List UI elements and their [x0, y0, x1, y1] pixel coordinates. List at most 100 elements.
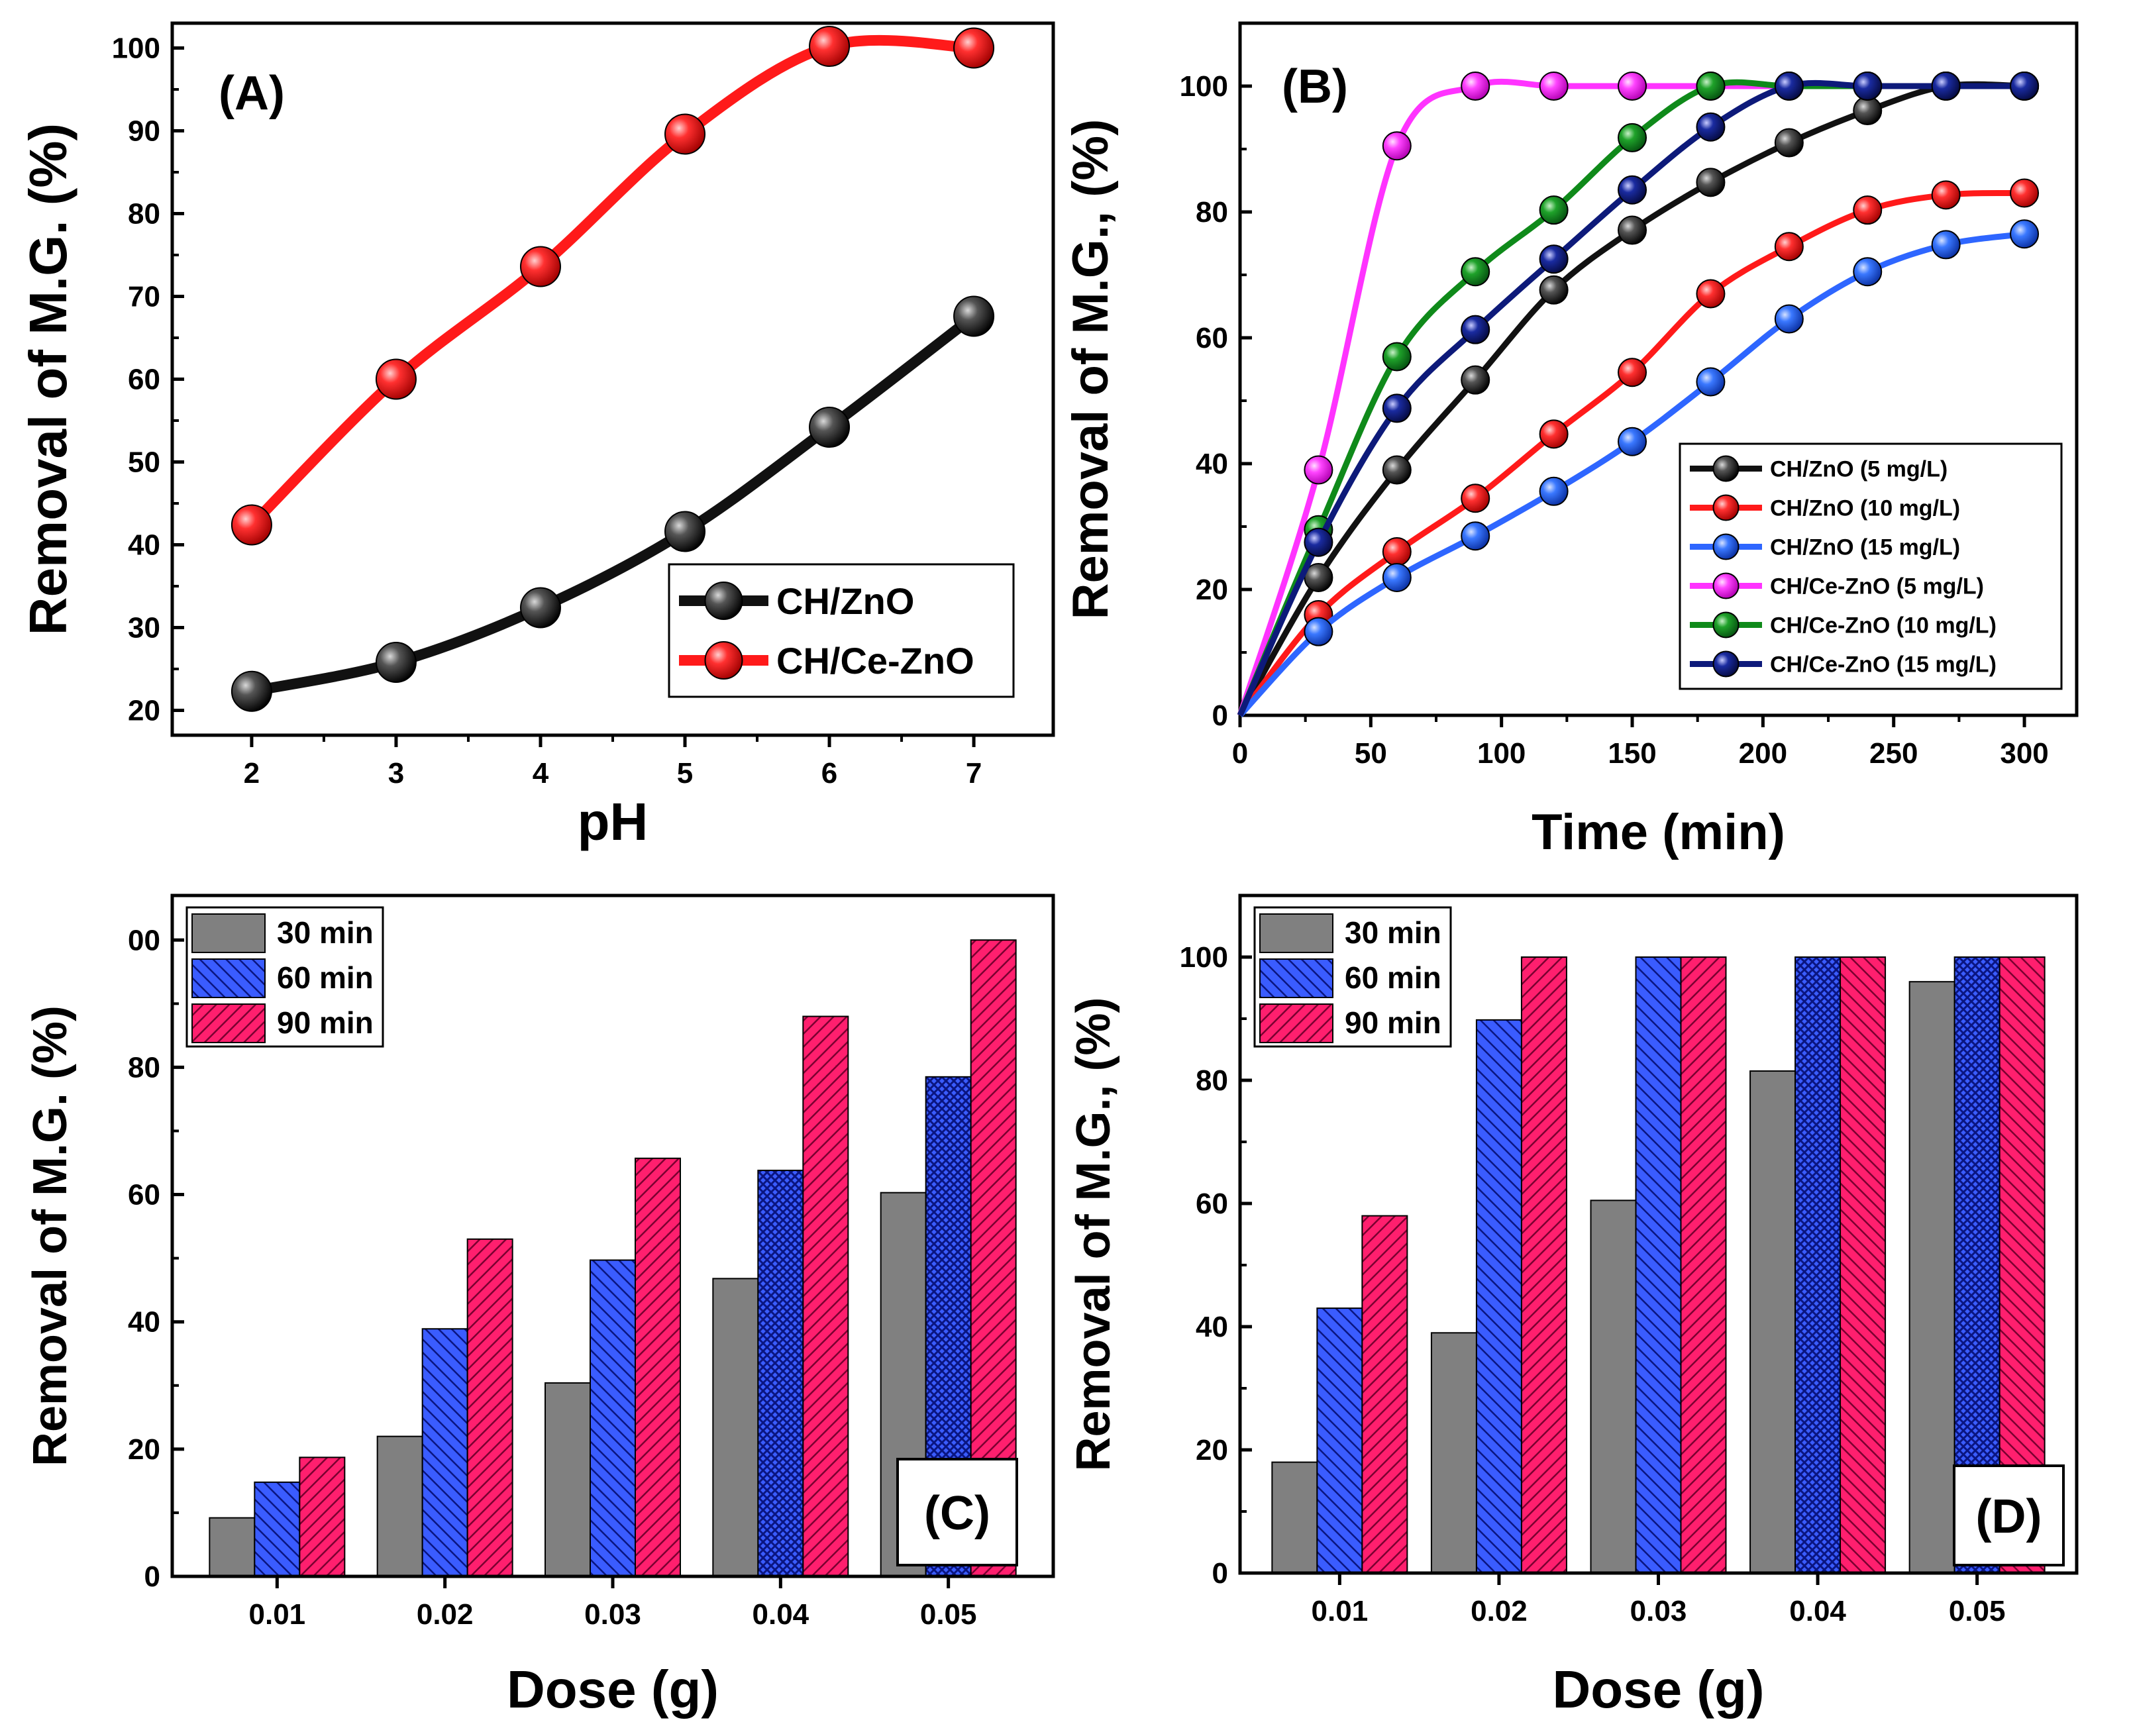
data-point: [1774, 232, 1804, 262]
data-point: [1382, 393, 1412, 423]
legend-box: [1679, 442, 2063, 690]
plot-frame: [170, 894, 1055, 1578]
data-point: [1618, 72, 1647, 101]
bar-C-0-3: [712, 1278, 759, 1578]
x-tick-label: 200: [1739, 737, 1787, 770]
y-tick-label: 60: [128, 1179, 160, 1211]
x-tick-label: 0.03: [584, 1598, 641, 1631]
data-point: [1461, 257, 1490, 287]
bar-C-2-0: [299, 1456, 346, 1577]
data-point: [1618, 427, 1647, 456]
x-tick-label: 250: [1869, 737, 1918, 770]
x-tick-label: 0.04: [1789, 1595, 1846, 1627]
data-point: [1774, 304, 1804, 334]
y-tick-label: 40: [128, 529, 160, 562]
y-tick-label: 90: [128, 115, 160, 148]
data-point: [2010, 178, 2040, 208]
data-point: [375, 358, 417, 400]
series-line-1: [248, 34, 974, 529]
legend-swatch: [191, 913, 266, 953]
chart-C: 0.01 0.02 0.03 0.04 0.05 0 20 40 60 80 00 Dose (g) R…: [24, 894, 1055, 1719]
bar-C-1-0: [254, 1481, 301, 1577]
legend-marker: [1712, 572, 1740, 599]
y-tick-label: 80: [1196, 1064, 1228, 1097]
y-tick-label: 00: [128, 924, 160, 956]
data-point: [1618, 358, 1647, 387]
legend-marker: [1712, 650, 1740, 678]
legend-marker: [704, 641, 743, 680]
panel-label: (A): [219, 67, 285, 120]
legend-label: 90 min: [277, 1005, 374, 1040]
panel-label: (D): [1976, 1490, 2042, 1543]
y-tick-label: 60: [1196, 1188, 1228, 1220]
data-point: [664, 511, 706, 552]
bar-D-0-2: [1590, 1200, 1637, 1574]
charts-root: 20 30 40 50 60 70 80 90 100 2 3 4 5 6 7 pH Removal of M.…: [19, 21, 2079, 1719]
y-tick-label: 100: [112, 32, 160, 65]
x-tick-label: 0.04: [753, 1598, 809, 1631]
data-point: [1382, 537, 1412, 566]
panel-label: (B): [1282, 60, 1348, 113]
legend-label: CH/Ce-ZnO (15 mg/L): [1770, 652, 1997, 678]
data-point: [1382, 342, 1412, 372]
bar-D-1-0: [1316, 1307, 1363, 1574]
bar-C-1-2: [590, 1259, 636, 1577]
x-tick-label: 0.05: [1949, 1595, 2006, 1627]
legend-label: CH/ZnO: [776, 580, 914, 622]
data-point: [1461, 521, 1490, 551]
x-axis-title: Time (min): [1532, 804, 1785, 860]
x-tick-label: 0.03: [1630, 1595, 1687, 1627]
y-tick-label: 20: [128, 1433, 160, 1466]
legend-marker: [1712, 533, 1740, 560]
x-tick-label: 50: [1355, 737, 1387, 770]
y-tick-label: 0: [1212, 1557, 1228, 1590]
y-tick-label: 80: [128, 1051, 160, 1084]
y-tick-label: 80: [128, 198, 160, 230]
bar-D-0-3: [1749, 1070, 1796, 1574]
data-point: [519, 246, 561, 287]
x-tick-label: 3: [388, 757, 404, 790]
legend-swatch: [191, 1003, 266, 1043]
x-tick-label: 6: [821, 757, 837, 790]
legend-label: 60 min: [1345, 960, 1441, 995]
data-point: [1931, 230, 1961, 260]
y-tick-label: 0: [144, 1560, 160, 1593]
x-tick-label: 0.05: [920, 1598, 977, 1631]
y-tick-label: 50: [128, 446, 160, 479]
data-point: [809, 407, 851, 448]
x-tick-label: 100: [1477, 737, 1526, 770]
legend-label: CH/ZnO (5 mg/L): [1770, 457, 1948, 482]
data-point: [1853, 195, 1883, 225]
data-point: [1696, 168, 1726, 197]
legend-marker: [1712, 494, 1740, 521]
data-point: [1774, 72, 1804, 101]
data-point: [1618, 215, 1647, 245]
legend-swatch: [191, 958, 266, 998]
data-point: [1539, 419, 1569, 449]
y-tick-label: 40: [1196, 448, 1228, 480]
bar-C-0-2: [545, 1382, 591, 1577]
data-point: [953, 27, 995, 69]
bar-C-1-3: [757, 1170, 804, 1577]
data-point: [1461, 484, 1490, 513]
legend-label: 90 min: [1345, 1005, 1441, 1040]
data-point: [519, 587, 561, 629]
y-tick-label: 80: [1196, 196, 1228, 229]
bar-D-2-1: [1520, 956, 1567, 1574]
y-tick-label: 0: [1212, 699, 1228, 732]
data-point: [1931, 180, 1961, 210]
y-tick-label: 70: [128, 281, 160, 313]
y-tick-label: 60: [128, 364, 160, 396]
data-point: [1539, 275, 1569, 305]
data-point: [1304, 617, 1333, 646]
legend: 30 min 60 min 90 min: [185, 906, 384, 1048]
y-axis-title: Removal of M.G., (%): [1063, 119, 1119, 620]
data-point: [1853, 257, 1883, 287]
bar-D-2-0: [1361, 1215, 1408, 1574]
data-point: [1461, 72, 1490, 101]
data-point: [1696, 72, 1726, 101]
legend-label: CH/Ce-ZnO (10 mg/L): [1770, 613, 1997, 638]
data-point: [664, 113, 706, 155]
y-axis-title: Removal of M.G. (%): [19, 123, 78, 635]
bar-D-2-3: [1840, 956, 1887, 1574]
